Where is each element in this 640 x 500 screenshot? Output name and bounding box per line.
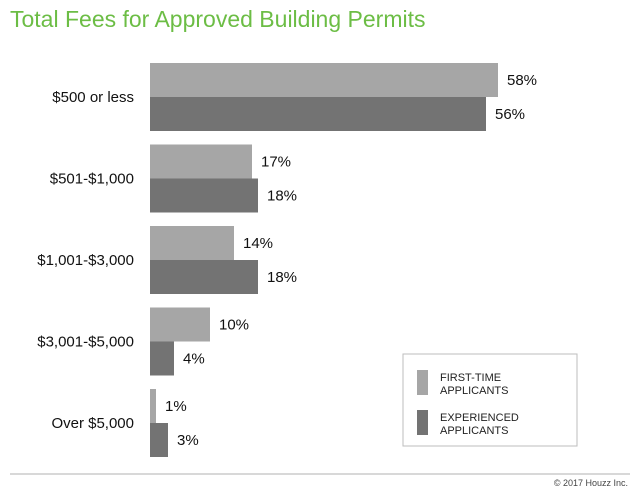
- legend-label-first-time-line1: FIRST-TIME: [440, 372, 501, 384]
- bar-first-time-1-001-3-000: [150, 226, 234, 260]
- bar-first-time-over-5-000: [150, 389, 156, 423]
- legend-label-experienced-line2: APPLICANTS: [440, 425, 508, 437]
- bar-experienced-501-1-000: [150, 178, 258, 213]
- legend-swatch-experienced: [417, 410, 428, 435]
- value-label-first-time-over-5-000: 1%: [165, 398, 187, 415]
- value-label-experienced-over-5-000: 3%: [177, 432, 199, 449]
- bar-experienced-over-5-000: [150, 423, 168, 457]
- category-label-1-001-3-000: $1,001-$3,000: [37, 252, 134, 269]
- value-label-experienced-500-or-less: 56%: [495, 106, 525, 123]
- value-label-experienced-3-001-5-000: 4%: [183, 351, 205, 368]
- category-label-over-5-000: Over $5,000: [51, 415, 134, 432]
- category-label-500-or-less: $500 or less: [52, 89, 134, 106]
- value-label-first-time-500-or-less: 58%: [507, 72, 537, 89]
- value-label-experienced-501-1-000: 18%: [267, 188, 297, 205]
- category-label-501-1-000: $501-$1,000: [50, 171, 134, 188]
- bar-first-time-501-1-000: [150, 144, 252, 179]
- legend: FIRST-TIME APPLICANTS EXPERIENCED APPLIC…: [402, 353, 578, 447]
- value-label-first-time-1-001-3-000: 14%: [243, 235, 273, 252]
- bar-experienced-1-001-3-000: [150, 260, 258, 294]
- value-label-first-time-501-1-000: 17%: [261, 154, 291, 171]
- bar-first-time-3-001-5-000: [150, 307, 210, 342]
- legend-box: [402, 353, 578, 447]
- bars-layer: $500 or less 58% 56% $501-$1,000 17% 18% $1,00…: [37, 63, 537, 457]
- bar-experienced-3-001-5-000: [150, 341, 174, 376]
- bar-first-time-500-or-less: [150, 63, 498, 97]
- legend-swatch-first-time: [417, 370, 428, 395]
- chart-title: Total Fees for Approved Building Permits: [10, 6, 426, 32]
- bar-experienced-500-or-less: [150, 97, 486, 131]
- value-label-first-time-3-001-5-000: 10%: [219, 317, 249, 334]
- value-label-experienced-1-001-3-000: 18%: [267, 269, 297, 286]
- category-label-3-001-5-000: $3,001-$5,000: [37, 334, 134, 351]
- copyright-footer: © 2017 Houzz Inc.: [553, 478, 628, 488]
- legend-label-experienced-line1: EXPERIENCED: [440, 412, 519, 424]
- legend-label-first-time-line2: APPLICANTS: [440, 385, 508, 397]
